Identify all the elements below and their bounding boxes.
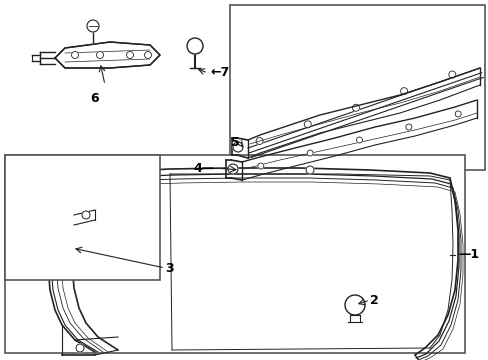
Circle shape (227, 164, 238, 174)
Circle shape (448, 71, 455, 78)
Circle shape (82, 211, 90, 219)
Circle shape (400, 87, 407, 95)
Polygon shape (55, 42, 160, 68)
Circle shape (232, 142, 243, 152)
Text: 2: 2 (369, 293, 378, 306)
Circle shape (306, 150, 312, 156)
Circle shape (76, 344, 84, 352)
Circle shape (256, 138, 263, 144)
Bar (5, 155, 160, 280)
Text: 3: 3 (164, 261, 173, 274)
Text: ←7: ←7 (209, 67, 229, 80)
Bar (229, 5, 484, 170)
Circle shape (356, 137, 362, 143)
Circle shape (126, 51, 133, 58)
Circle shape (352, 104, 359, 111)
Circle shape (96, 51, 103, 58)
Circle shape (305, 166, 313, 174)
Circle shape (454, 111, 460, 117)
Circle shape (87, 20, 99, 32)
Circle shape (405, 124, 411, 130)
Circle shape (345, 295, 364, 315)
Bar (5, 155, 464, 353)
Text: 4—: 4— (193, 162, 215, 175)
Circle shape (144, 51, 151, 58)
Circle shape (186, 38, 203, 54)
Text: 6: 6 (90, 92, 99, 105)
Text: 5: 5 (231, 136, 240, 149)
Circle shape (257, 163, 263, 169)
Text: —1: —1 (457, 248, 478, 261)
Circle shape (71, 51, 79, 58)
Circle shape (304, 121, 311, 128)
